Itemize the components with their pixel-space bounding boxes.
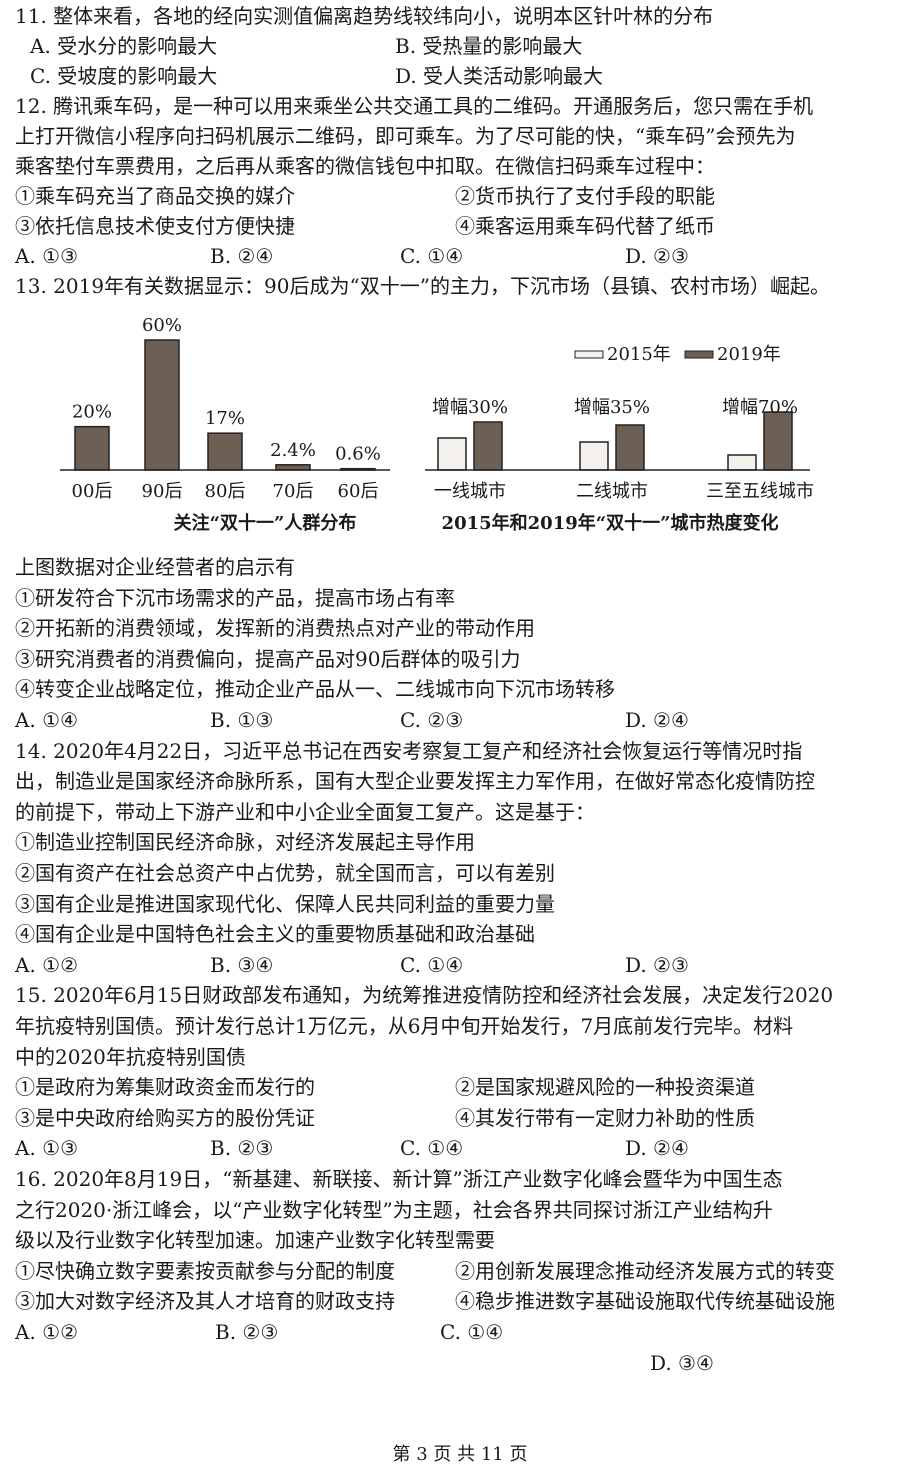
question-item: ②开拓新的消费领域，发挥新的消费热点对产业的带动作用 [15,616,535,641]
question-item: ④稳步推进数字基础设施取代传统基础设施 [455,1289,835,1314]
bar [473,421,503,471]
data-label: 0.6% [335,444,381,465]
question-prompt: 上图数据对企业经营者的启示有 [15,555,295,579]
question-item: ③研究消费者的消费偏向，提高产品对90后群体的吸引力 [15,646,521,671]
data-label: 20% [72,402,112,423]
bar [727,454,757,471]
answer-option: A. ①③ [15,244,79,268]
bar [615,424,645,471]
question-stem: 的前提下，带动上下游产业和中小企业全面复工复产。这是基于： [15,799,595,824]
bar [579,441,609,471]
category-label: 00后 [72,481,113,502]
category-label: 70后 [273,481,314,502]
chart-title: 2015年和2019年“双十一”城市热度变化 [442,512,779,534]
answer-option: C. ①④ [400,244,464,268]
category-label: 二线城市 [576,481,648,502]
question-stem: 上打开微信小程序向扫码机展示二维码，即可乘车。为了尽可能的快，“乘车码”会预先为 [15,124,796,148]
question-stem: 15. 2020年6月15日财政部发布通知，为统筹推进疫情防控和经济社会发展，决… [15,983,834,1008]
answer-option: A. ①② [15,952,79,977]
category-label: 60后 [338,481,379,502]
category-label: 80后 [205,481,246,502]
question-item: ②用创新发展理念推动经济发展方式的转变 [455,1258,835,1283]
footer: 第 3 页 共 11 页 [392,1444,528,1465]
legend-swatch [684,350,714,359]
category-label: 90后 [142,481,183,502]
answer-option: D. ③④ [650,1350,714,1375]
data-label: 2.4% [270,440,316,461]
data-label: 17% [205,408,245,429]
question-stem: 中的2020年抗疫特别国债 [15,1044,246,1069]
bar [275,464,311,471]
question-stem: 11. 整体来看，各地的经向实测值偏离趋势线较纬向小，说明本区针叶林的分布 [15,4,714,28]
bar [207,432,243,471]
answer-option: C. ②③ [400,708,464,732]
question-item: ②国有资产在社会总资产中占优势，就全国而言，可以有差别 [15,861,555,885]
answer-option: D. ②④ [625,708,689,732]
answer-option: D. ②③ [625,244,689,268]
question-stem: 乘客垫付车票费用，之后再从乘客的微信钱包中扣取。在微信扫码乘车过程中： [15,154,715,178]
question-item: ④国有企业是中国特色社会主义的重要物质基础和政治基础 [15,922,535,947]
answer-option: B. ②③ [210,1136,274,1161]
question-item: ②是国家规避风险的一种投资渠道 [455,1075,755,1100]
question-item: ④转变企业战略定位，推动企业产品从一、二线城市向下沉市场转移 [15,677,615,702]
bar [437,437,467,471]
category-label: 一线城市 [434,481,506,502]
question-stem: 年抗疫特别国债。预计发行总计1万亿元，从6月中旬开始发行，7月底前发行完毕。材料 [15,1014,794,1038]
answer-option: B. 受热量的影响最大 [395,34,583,58]
question-stem: 级以及行业数字化转型加速。加速产业数字化转型需要 [15,1228,495,1253]
legend-swatch [574,350,604,359]
answer-option: B. ③④ [210,952,274,977]
answer-option: B. ①③ [210,708,274,732]
category-label: 三至五线城市 [706,481,814,502]
answer-option: B. ②④ [210,244,274,268]
answer-option: C. ①④ [400,1136,464,1161]
question-item: ③依托信息技术使支付方便快捷 [15,214,295,238]
question-item: ③国有企业是推进国家现代化、保障人民共同利益的重要力量 [15,891,555,916]
question-item: ④乘客运用乘车码代替了纸币 [455,214,715,238]
answer-option: B. ②③ [215,1320,279,1344]
data-label: 60% [142,315,182,336]
legend-label: 2019年 [717,344,781,365]
question-stem: 12. 腾讯乘车码，是一种可以用来乘坐公共交通工具的二维码。开通服务后，您只需在… [15,94,814,118]
question-stem: 16. 2020年8月19日，“新基建、新联接、新计算”浙江产业数字化峰会暨华为… [15,1167,783,1191]
question-item: ④其发行带有一定财力补助的性质 [455,1105,755,1130]
answer-option: C. ①④ [440,1320,504,1344]
question-item: ①研发符合下沉市场需求的产品，提高市场占有率 [15,585,455,610]
question-item: ①是政府为筹集财政资金而发行的 [15,1075,315,1100]
bar [763,411,793,471]
answer-option: D. ②③ [625,952,689,977]
answer-option: C. ①④ [400,952,464,977]
question-item: ①乘车码充当了商品交换的媒介 [15,184,295,208]
question-item: ③是中央政府给购买方的股份凭证 [15,1105,315,1130]
bar [74,425,110,471]
chart-title: 关注“双十一”人群分布 [174,512,357,534]
question-stem: 13. 2019年有关数据显示：90后成为“双十一”的主力，下沉市场（县镇、农村… [15,274,830,298]
answer-option: C. 受坡度的影响最大 [30,64,218,88]
answer-option: D. 受人类活动影响最大 [395,64,604,88]
question-item: ②货币执行了支付手段的职能 [455,184,715,208]
answer-option: A. 受水分的影响最大 [30,34,218,58]
question-item: ①制造业控制国民经济命脉，对经济发展起主导作用 [15,830,475,855]
question-stem: 14. 2020年4月22日，习近平总书记在西安考察复工复产和经济社会恢复运行等… [15,738,803,763]
question-stem: 之行2020·浙江峰会，以“产业数字化转型”为主题，社会各界共同探讨浙江产业结构… [15,1197,773,1222]
question-item: ③加大对数字经济及其人才培育的财政支持 [15,1289,395,1314]
answer-option: A. ①④ [15,708,79,732]
figure: 20% 00后 60% 90后 17% 80后 2.4% 70后 0.6% 60后关注“双十一”人… [60,315,814,534]
annotation: 增幅30% [432,397,508,418]
answer-option: A. ①② [15,1320,79,1344]
question-item: ①尽快确立数字要素按贡献参与分配的制度 [15,1258,395,1283]
bar [144,339,180,471]
annotation: 增幅35% [574,397,650,418]
legend-label: 2015年 [607,344,671,365]
annotation: 增幅70% [722,397,798,418]
answer-option: A. ①③ [15,1136,79,1161]
question-stem: 出，制造业是国家经济命脉所系，国有大型企业要发挥主力军作用，在做好常态化疫情防控 [15,769,815,794]
answer-option: D. ②④ [625,1136,689,1161]
